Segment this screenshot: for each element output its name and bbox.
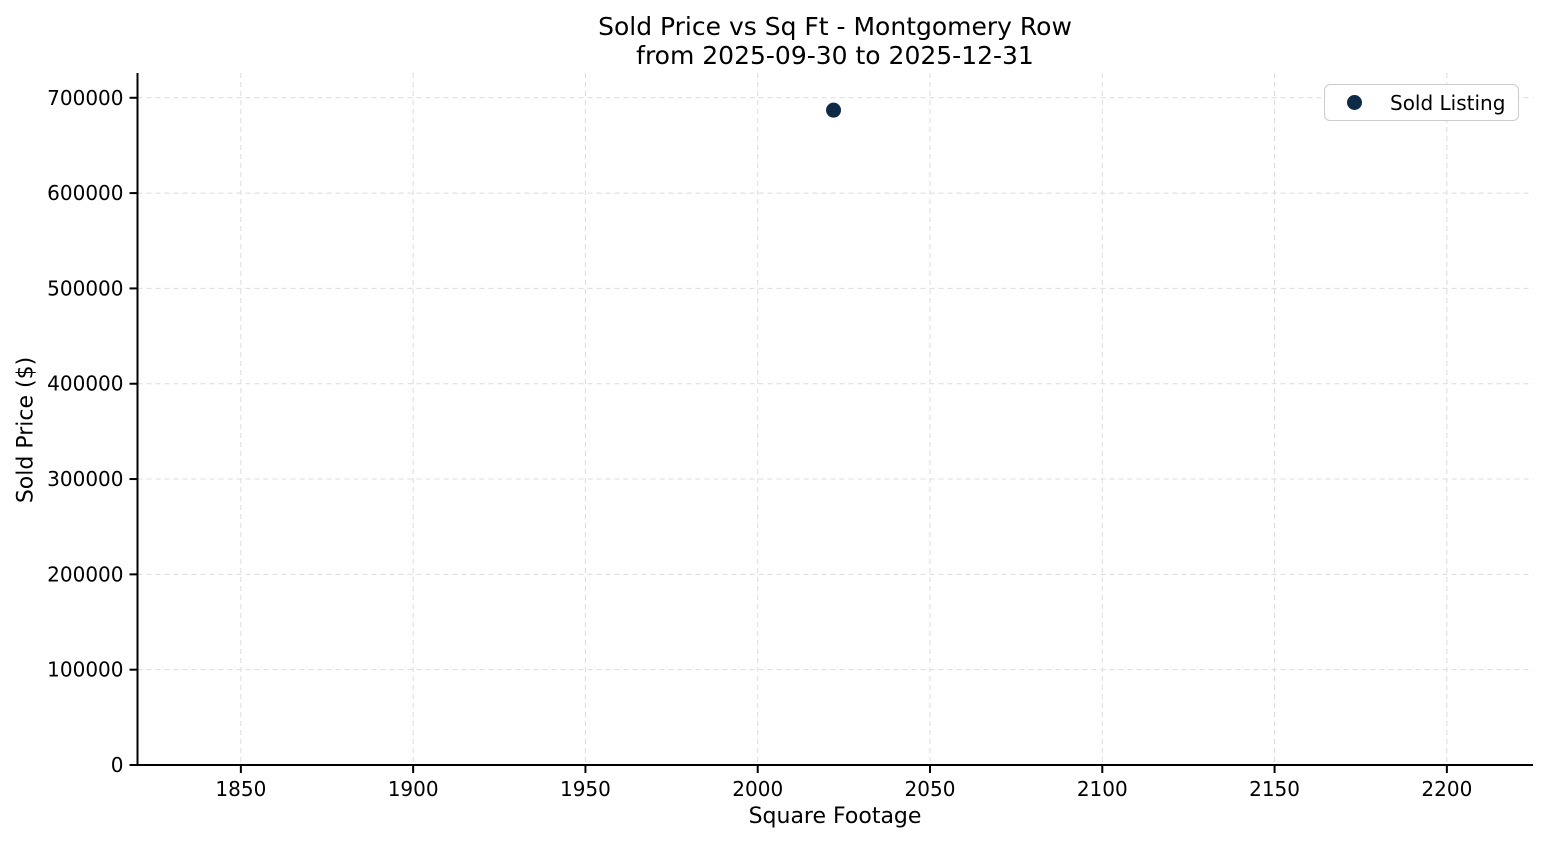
- y-tick-label: 0: [111, 753, 124, 777]
- y-tick-label: 100000: [47, 658, 123, 682]
- chart-title-line1: Sold Price vs Sq Ft - Montgomery Row: [598, 12, 1072, 41]
- y-tick-label: 200000: [47, 562, 123, 586]
- x-tick-label: 2150: [1249, 777, 1300, 801]
- x-tick-label: 1900: [388, 777, 439, 801]
- x-tick-label: 1950: [560, 777, 611, 801]
- x-tick-label: 2200: [1421, 777, 1472, 801]
- x-tick-label: 2100: [1077, 777, 1128, 801]
- y-tick-label: 600000: [47, 181, 123, 205]
- x-tick-label: 1850: [215, 777, 266, 801]
- legend-label: Sold Listing: [1390, 90, 1506, 115]
- y-tick-label: 300000: [47, 467, 123, 491]
- legend-marker-dot: [1347, 95, 1362, 110]
- y-tick-label: 400000: [47, 372, 123, 396]
- y-tick-label: 500000: [47, 276, 123, 300]
- chart-title: Sold Price vs Sq Ft - Montgomery Row fro…: [137, 12, 1533, 70]
- x-tick-label: 2000: [732, 777, 783, 801]
- legend: Sold Listing: [1324, 84, 1519, 121]
- chart-title-line2: from 2025-09-30 to 2025-12-31: [636, 41, 1034, 70]
- y-tick-label: 700000: [47, 86, 123, 110]
- data-point: [826, 102, 842, 118]
- y-axis-label: Sold Price ($): [13, 356, 39, 504]
- x-axis-label: Square Footage: [748, 804, 922, 829]
- x-tick-label: 2050: [905, 777, 956, 801]
